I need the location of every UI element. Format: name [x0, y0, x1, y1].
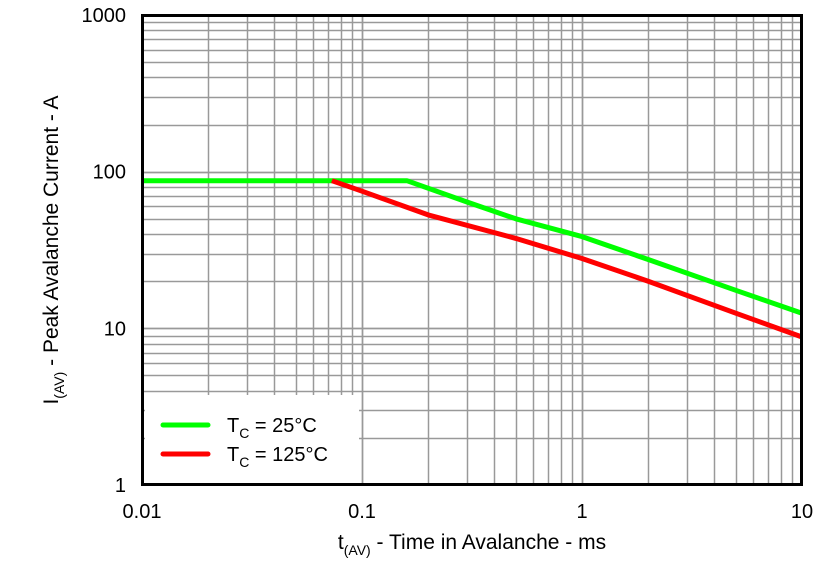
- series-line-0: [142, 178, 803, 316]
- x-tick-label: 0.1: [348, 501, 376, 523]
- legend-label-125c: TC = 125°C: [227, 444, 328, 470]
- y-axis-ticks: 1 10 100 1000: [82, 5, 127, 497]
- y-axis-title: I(AV) - Peak Avalanche Current - A: [40, 95, 67, 404]
- data-series: [142, 178, 803, 340]
- y-tick-label: 1000: [82, 5, 127, 27]
- legend-label-25c: TC = 25°C: [227, 415, 317, 441]
- plot-border: [141, 14, 803, 486]
- x-tick-label: 10: [791, 501, 813, 523]
- y-tick-label: 1: [115, 475, 126, 497]
- series-line-1: [331, 178, 803, 340]
- x-tick-label: 1: [576, 501, 587, 523]
- y-tick-label: 100: [93, 162, 126, 184]
- x-axis-ticks: 0.01 0.1 1 10: [123, 501, 814, 523]
- x-axis-title: t(AV) - Time in Avalanche - ms: [338, 531, 606, 558]
- legend: TC = 25°C TC = 125°C: [145, 395, 359, 483]
- x-tick-label: 0.01: [123, 501, 162, 523]
- y-tick-label: 10: [104, 318, 126, 340]
- legend-background: [145, 395, 359, 483]
- gridlines: [142, 15, 802, 485]
